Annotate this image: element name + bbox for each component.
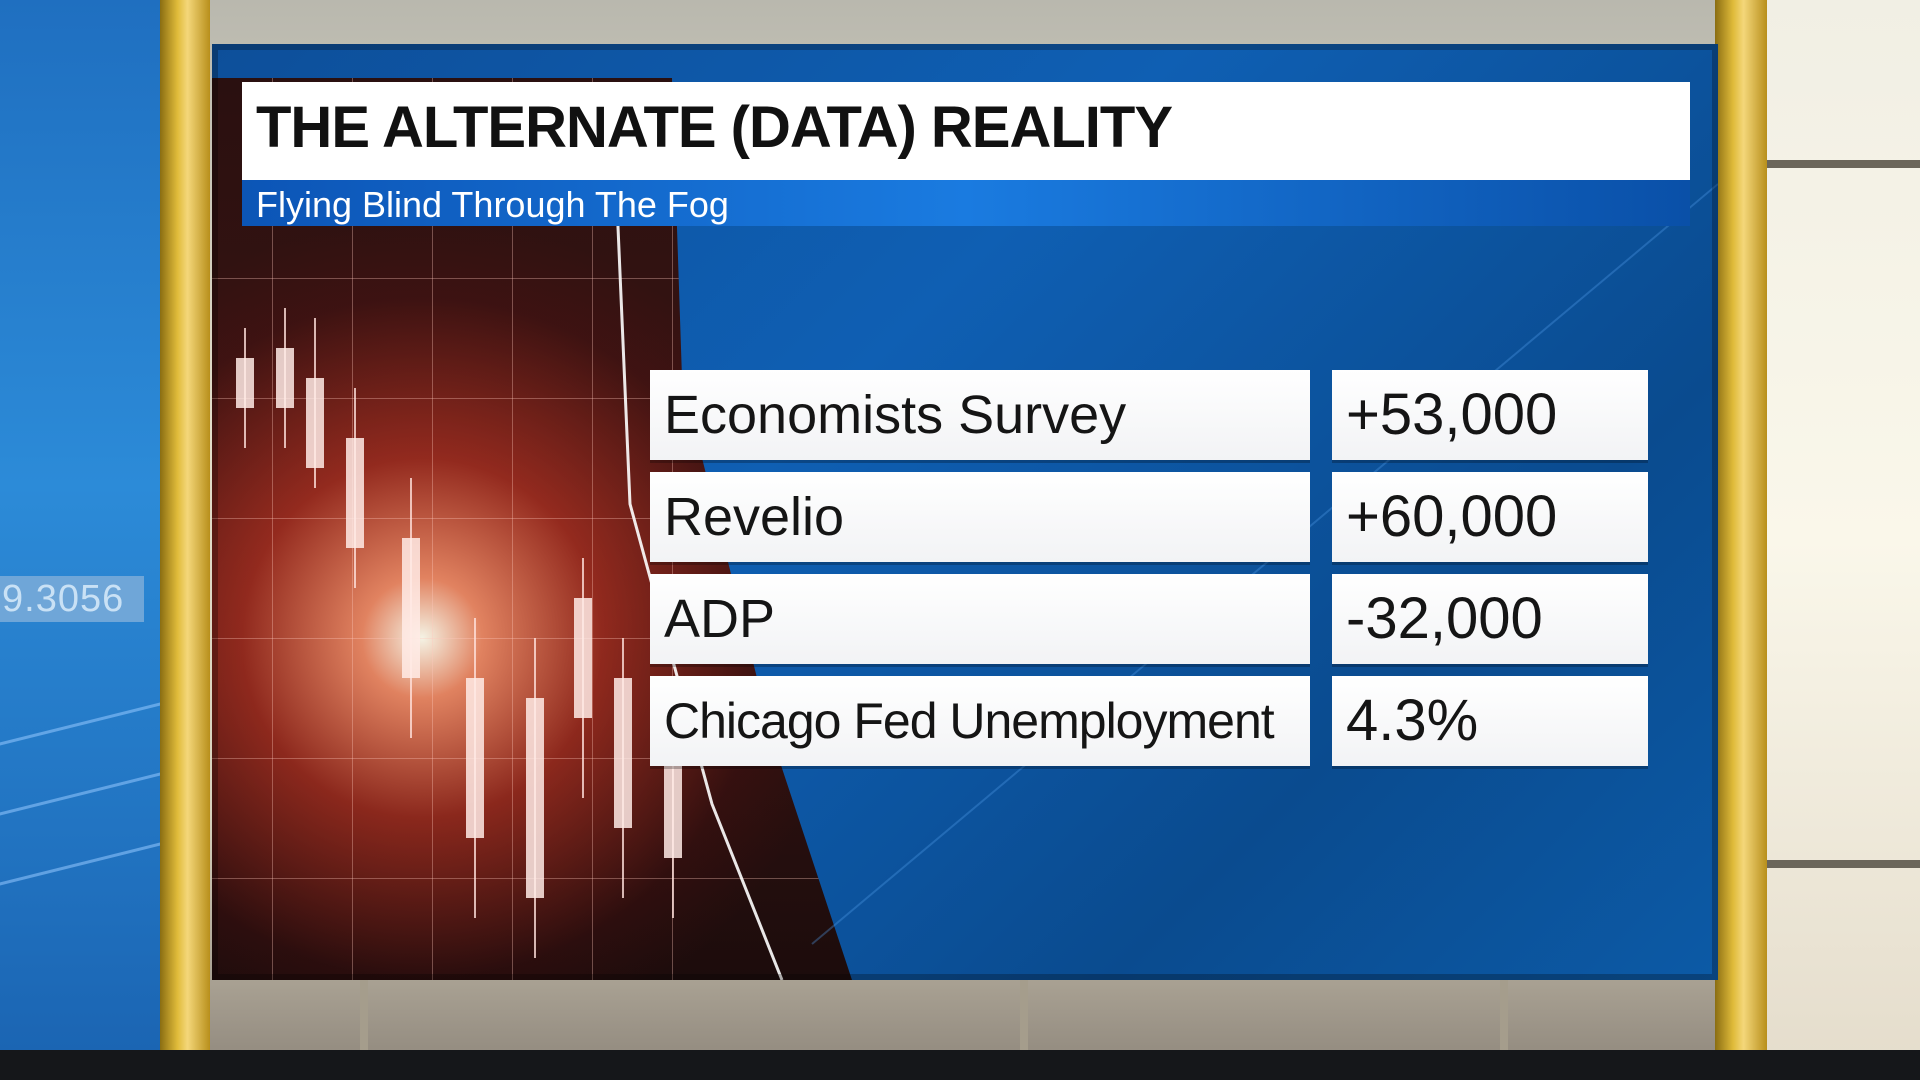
candle <box>306 378 324 468</box>
graphic-subtitle-bar: Flying Blind Through The Fog <box>242 180 1690 226</box>
candle <box>664 758 682 858</box>
graphic-subtitle: Flying Blind Through The Fog <box>256 184 729 225</box>
candle <box>276 348 294 408</box>
chart-gridline <box>212 518 852 519</box>
chart-gridline <box>212 638 852 639</box>
graphic-title: THE ALTERNATE (DATA) REALITY <box>256 95 1173 160</box>
candle <box>526 698 544 898</box>
row-value-cell: +60,000 <box>1332 472 1648 562</box>
screen-streak <box>0 688 160 755</box>
window-mullion <box>1500 950 1508 1050</box>
candle <box>346 438 364 548</box>
window-mullion <box>360 950 368 1050</box>
table-row: Economists Survey +53,000 <box>650 370 1662 460</box>
gold-pillar-right <box>1715 0 1767 1080</box>
row-value: -32,000 <box>1346 586 1543 651</box>
row-value: 4.3% <box>1346 688 1479 753</box>
candle <box>614 678 632 828</box>
row-label-cell: Economists Survey <box>650 370 1310 460</box>
row-value-cell: -32,000 <box>1332 574 1648 664</box>
chart-gridline <box>272 78 273 980</box>
candle <box>574 598 592 718</box>
row-value-cell: +53,000 <box>1332 370 1648 460</box>
row-value: +60,000 <box>1346 484 1558 549</box>
chart-gridline <box>212 398 852 399</box>
left-studio-screen: 9.3056 <box>0 0 160 1080</box>
row-label: Chicago Fed Unemployment <box>664 693 1275 749</box>
row-label-cell: Chicago Fed Unemployment <box>650 676 1310 766</box>
row-value: +53,000 <box>1346 382 1558 447</box>
gold-pillar-left <box>160 0 210 1080</box>
screen-streak <box>0 828 160 895</box>
chart-gridline <box>592 78 593 980</box>
panel-seam <box>1767 860 1920 868</box>
graphic-title-bar: THE ALTERNATE (DATA) REALITY <box>242 82 1690 180</box>
chart-gridline <box>512 78 513 980</box>
table-row: Revelio +60,000 <box>650 472 1662 562</box>
right-studio-panels <box>1767 0 1920 1080</box>
row-label: ADP <box>664 589 776 649</box>
background-ticker-value: 9.3056 <box>0 576 144 622</box>
window-mullion <box>1020 950 1028 1050</box>
panel-seam <box>1767 160 1920 168</box>
table-row: Chicago Fed Unemployment 4.3% <box>650 676 1662 766</box>
chart-gridline <box>432 78 433 980</box>
candle <box>466 678 484 838</box>
row-label-cell: Revelio <box>650 472 1310 562</box>
row-label: Economists Survey <box>664 385 1127 445</box>
candle <box>236 358 254 408</box>
monitor-graphic: THE ALTERNATE (DATA) REALITY Flying Blin… <box>212 44 1718 980</box>
row-label: Revelio <box>664 487 845 547</box>
candle <box>402 538 420 678</box>
studio-floor <box>0 1050 1920 1080</box>
chart-gridline <box>212 278 852 279</box>
table-row: ADP -32,000 <box>650 574 1662 664</box>
screen-streak <box>0 758 160 825</box>
row-label-cell: ADP <box>650 574 1310 664</box>
row-value-cell: 4.3% <box>1332 676 1648 766</box>
